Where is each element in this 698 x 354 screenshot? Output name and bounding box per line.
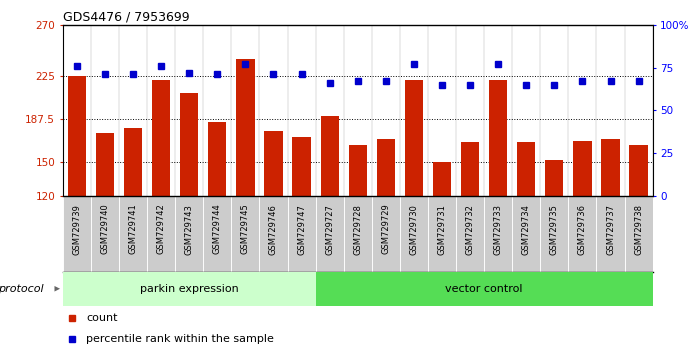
- Text: GSM729742: GSM729742: [156, 204, 165, 255]
- Text: GSM729736: GSM729736: [578, 204, 587, 255]
- Text: count: count: [87, 313, 118, 323]
- Text: percentile rank within the sample: percentile rank within the sample: [87, 334, 274, 344]
- Bar: [461, 142, 480, 196]
- Text: GSM729737: GSM729737: [606, 204, 615, 255]
- Bar: [489, 80, 507, 196]
- Bar: [517, 142, 535, 196]
- Bar: [630, 145, 648, 196]
- Bar: [540, 196, 568, 272]
- Bar: [320, 116, 339, 196]
- Bar: [602, 139, 620, 196]
- Bar: [236, 59, 255, 196]
- Bar: [203, 196, 231, 272]
- Text: GSM729728: GSM729728: [353, 204, 362, 255]
- Bar: [152, 80, 170, 196]
- Bar: [625, 196, 653, 272]
- Text: parkin expression: parkin expression: [140, 284, 239, 294]
- Bar: [545, 160, 563, 196]
- Bar: [292, 137, 311, 196]
- Bar: [348, 145, 367, 196]
- Text: GSM729746: GSM729746: [269, 204, 278, 255]
- Text: GSM729727: GSM729727: [325, 204, 334, 255]
- Bar: [343, 196, 372, 272]
- Bar: [405, 80, 423, 196]
- Text: GSM729741: GSM729741: [128, 204, 138, 255]
- Bar: [231, 196, 260, 272]
- Bar: [400, 196, 428, 272]
- Bar: [433, 162, 451, 196]
- Text: GSM729734: GSM729734: [521, 204, 530, 255]
- Text: GSM729730: GSM729730: [410, 204, 418, 255]
- Text: GSM729738: GSM729738: [634, 204, 643, 255]
- Bar: [456, 196, 484, 272]
- Bar: [91, 196, 119, 272]
- Bar: [512, 196, 540, 272]
- Bar: [208, 122, 226, 196]
- Bar: [175, 196, 203, 272]
- Bar: [119, 196, 147, 272]
- Bar: [68, 76, 86, 196]
- Text: GSM729731: GSM729731: [438, 204, 447, 255]
- Text: GSM729743: GSM729743: [185, 204, 194, 255]
- Text: GSM729735: GSM729735: [550, 204, 559, 255]
- Bar: [573, 141, 591, 196]
- Text: GSM729745: GSM729745: [241, 204, 250, 255]
- Bar: [63, 272, 315, 306]
- Bar: [315, 272, 653, 306]
- Text: vector control: vector control: [445, 284, 523, 294]
- Text: GSM729744: GSM729744: [213, 204, 222, 255]
- Text: GSM729740: GSM729740: [101, 204, 110, 255]
- Text: protocol: protocol: [0, 284, 44, 294]
- Bar: [124, 128, 142, 196]
- Bar: [265, 131, 283, 196]
- Bar: [428, 196, 456, 272]
- Text: GSM729733: GSM729733: [493, 204, 503, 255]
- Text: GSM729739: GSM729739: [73, 204, 82, 255]
- Bar: [372, 196, 400, 272]
- Bar: [180, 93, 198, 196]
- Bar: [315, 196, 343, 272]
- Text: GDS4476 / 7953699: GDS4476 / 7953699: [63, 11, 189, 24]
- Bar: [147, 196, 175, 272]
- Bar: [63, 196, 91, 272]
- Text: GSM729747: GSM729747: [297, 204, 306, 255]
- Bar: [260, 196, 288, 272]
- Bar: [377, 139, 395, 196]
- Bar: [568, 196, 597, 272]
- Bar: [288, 196, 315, 272]
- Bar: [597, 196, 625, 272]
- Text: GSM729732: GSM729732: [466, 204, 475, 255]
- Text: GSM729729: GSM729729: [381, 204, 390, 255]
- Bar: [96, 133, 114, 196]
- Bar: [484, 196, 512, 272]
